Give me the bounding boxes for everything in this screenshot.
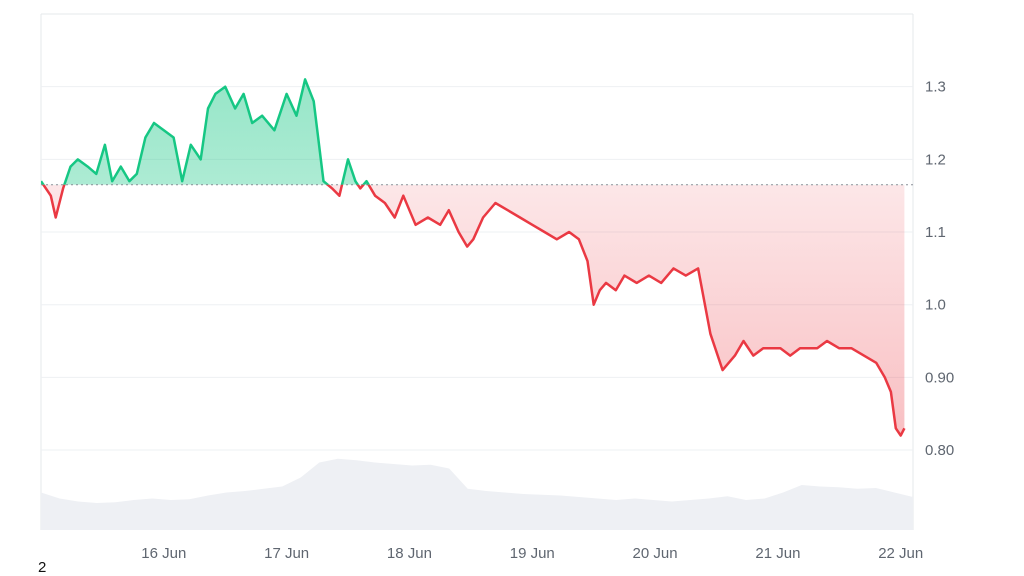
y-tick-label: 1.3 — [925, 79, 946, 96]
volume-area — [41, 458, 913, 530]
x-tick-label: 22 Jun — [878, 545, 923, 562]
x-tick-label: 16 Jun — [141, 545, 186, 562]
footnote-text: 2 — [38, 559, 47, 576]
price-line-below — [41, 184, 906, 437]
y-tick-label: 0.80 — [925, 442, 954, 459]
x-tick-label: 21 Jun — [755, 545, 800, 562]
x-tick-label: 17 Jun — [264, 545, 309, 562]
x-tick-label: 20 Jun — [633, 545, 678, 562]
x-tick-label: 18 Jun — [387, 545, 432, 562]
area-below-baseline — [41, 184, 905, 436]
y-tick-label: 1.1 — [925, 224, 946, 241]
y-tick-label: 0.90 — [925, 369, 954, 386]
price-line-above — [41, 78, 371, 185]
x-tick-label: 19 Jun — [510, 545, 555, 562]
y-tick-label: 1.0 — [925, 297, 946, 314]
y-tick-label: 1.2 — [925, 151, 946, 168]
